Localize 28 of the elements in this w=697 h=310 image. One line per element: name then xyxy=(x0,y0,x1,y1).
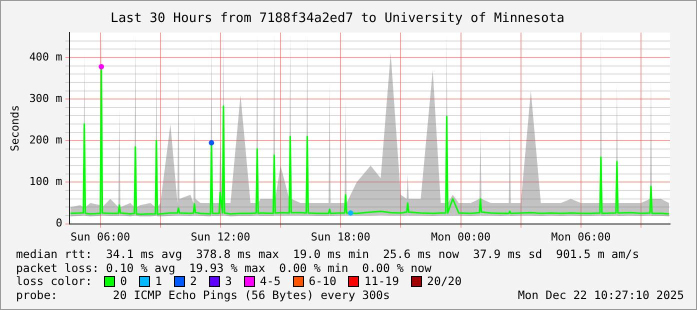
text: median rtt: 34.1 ms avg 378.8 ms max 19.0 ms min 25.6 ms now 37.9 ms sd 901.5 m am/s xyxy=(16,247,640,262)
text: probe: 20 ICMP Echo Pings (56 Bytes) every 300s xyxy=(16,288,390,302)
x-tick-label: Sun 06:00 xyxy=(70,230,130,244)
y-tick-label: 300 m xyxy=(29,92,63,105)
x-tick-label: Sun 18:00 xyxy=(310,230,370,244)
y-tick-label: 0 xyxy=(56,216,62,230)
x-tick-label: Mon 06:00 xyxy=(551,230,611,244)
legend-label: 4-5 xyxy=(260,274,281,288)
legend-label: 20/20 xyxy=(427,274,462,288)
point xyxy=(348,210,354,216)
legend-label: 0 xyxy=(120,274,128,288)
y-tick-label: 100 m xyxy=(29,175,63,188)
legend-title: loss color: xyxy=(16,274,92,288)
text: packet loss: 0.10 % avg 19.93 % max 0.00 % min 0.00 % now xyxy=(16,260,432,275)
point xyxy=(98,64,104,70)
chart-title: Last 30 Hours from 7188f34a2ed7 to University of Minnesota xyxy=(110,11,564,26)
y-tick-label: 200 m xyxy=(29,134,63,147)
y-tick-label: 400 m xyxy=(29,50,63,64)
x-tick-label: Sun 12:00 xyxy=(190,230,250,244)
point xyxy=(208,140,214,146)
legend-label: 1 xyxy=(155,274,162,288)
y-axis-title: Seconds xyxy=(8,105,22,152)
legend-label: 6-10 xyxy=(308,274,336,288)
text: Mon Dec 22 10:27:10 2025 xyxy=(518,288,684,302)
legend-label: 11-19 xyxy=(364,274,400,288)
legend-label: 3 xyxy=(224,274,232,288)
x-tick-label: Mon 00:00 xyxy=(430,230,491,244)
legend-label: 2 xyxy=(190,274,197,288)
